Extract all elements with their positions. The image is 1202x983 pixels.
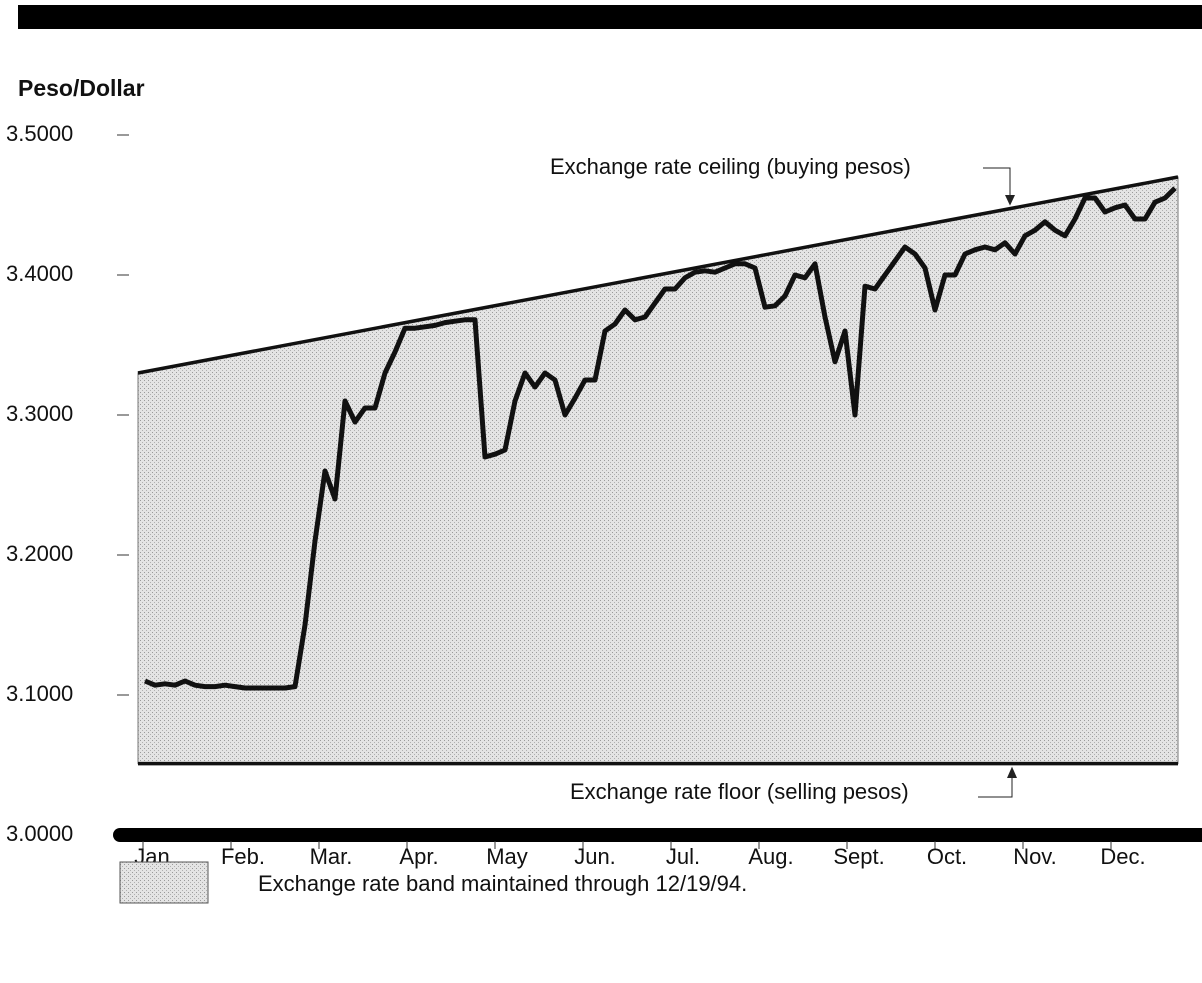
x-tick-label: Dec.	[1100, 844, 1145, 869]
ceiling-line	[137, 175, 1179, 375]
y-tick-label: 3.1000	[6, 681, 73, 706]
x-tick-label: Jul.	[666, 844, 700, 869]
y-tick-label: 3.2000	[6, 541, 73, 566]
x-tick-label: Apr.	[399, 844, 438, 869]
ceiling-annotation: Exchange rate ceiling (buying pesos)	[550, 154, 911, 179]
y-axis-label: Peso/Dollar	[18, 75, 145, 101]
plot: 3.00003.10003.20003.30003.40003.5000Jan.…	[6, 121, 1202, 869]
x-tick-label: Sept.	[833, 844, 884, 869]
floor-annotation: Exchange rate floor (selling pesos)	[570, 779, 909, 804]
x-tick-label: Nov.	[1013, 844, 1057, 869]
band-area	[137, 176, 1179, 765]
x-tick-label: May	[486, 844, 528, 869]
x-tick-label: Mar.	[310, 844, 353, 869]
y-tick-label: 3.5000	[6, 121, 73, 146]
x-tick-label: Oct.	[927, 844, 967, 869]
x-tick-label: Aug.	[748, 844, 793, 869]
x-tick-label: Feb.	[221, 844, 265, 869]
floor-leader	[978, 769, 1013, 798]
y-tick-label: 3.0000	[6, 821, 73, 846]
ceiling-arrow	[1005, 195, 1015, 206]
x-tick-label: Jun.	[574, 844, 616, 869]
y-tick-label: 3.3000	[6, 401, 73, 426]
y-tick-label: 3.4000	[6, 261, 73, 286]
legend-label: Exchange rate band maintained through 12…	[258, 871, 747, 896]
top-bar	[18, 5, 1202, 29]
legend-swatch	[119, 861, 209, 904]
floor-arrow	[1007, 766, 1017, 778]
ceiling-leader	[983, 167, 1011, 203]
rate-line	[144, 186, 1177, 691]
